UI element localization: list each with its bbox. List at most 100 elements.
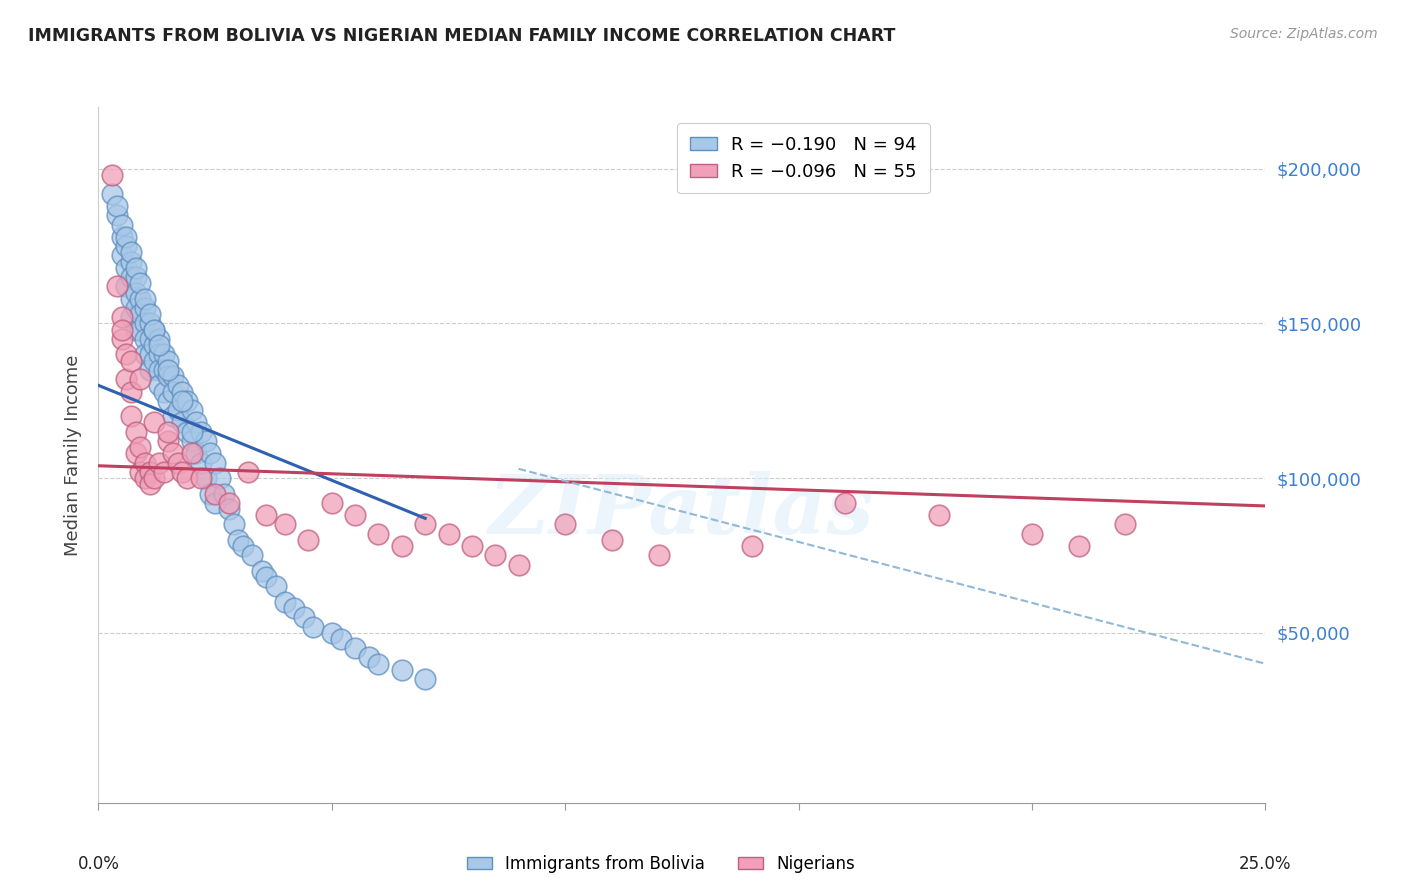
Point — [157, 393, 180, 408]
Point — [139, 347, 162, 361]
Point — [330, 632, 353, 646]
Point — [186, 446, 208, 460]
Point — [194, 471, 217, 485]
Point — [129, 277, 152, 291]
Point — [120, 254, 142, 268]
Point — [134, 292, 156, 306]
Point — [115, 347, 138, 361]
Point — [129, 323, 152, 337]
Point — [274, 595, 297, 609]
Text: IMMIGRANTS FROM BOLIVIA VS NIGERIAN MEDIAN FAMILY INCOME CORRELATION CHART: IMMIGRANTS FROM BOLIVIA VS NIGERIAN MEDI… — [28, 27, 896, 45]
Point — [176, 471, 198, 485]
Text: Source: ZipAtlas.com: Source: ZipAtlas.com — [1230, 27, 1378, 41]
Point — [105, 199, 128, 213]
Point — [1067, 539, 1090, 553]
Point — [437, 526, 460, 541]
Point — [157, 363, 180, 377]
Point — [162, 409, 184, 424]
Point — [508, 558, 530, 572]
Point — [129, 440, 152, 454]
Point — [367, 657, 389, 671]
Point — [232, 539, 254, 553]
Point — [297, 533, 319, 547]
Point — [111, 218, 134, 232]
Point — [367, 526, 389, 541]
Point — [115, 230, 138, 244]
Point — [1114, 517, 1136, 532]
Point — [105, 279, 128, 293]
Legend: Immigrants from Bolivia, Nigerians: Immigrants from Bolivia, Nigerians — [460, 848, 862, 880]
Point — [274, 517, 297, 532]
Point — [134, 471, 156, 485]
Point — [166, 403, 188, 417]
Point — [180, 425, 202, 439]
Point — [172, 465, 194, 479]
Point — [152, 465, 174, 479]
Point — [321, 496, 343, 510]
Point — [208, 471, 231, 485]
Point — [157, 425, 180, 439]
Point — [120, 270, 142, 285]
Point — [157, 369, 180, 384]
Point — [162, 384, 184, 399]
Point — [200, 446, 222, 460]
Point — [214, 486, 236, 500]
Point — [139, 307, 162, 321]
Point — [834, 496, 856, 510]
Point — [172, 384, 194, 399]
Point — [236, 465, 259, 479]
Point — [148, 363, 170, 377]
Point — [120, 310, 142, 325]
Point — [139, 363, 162, 377]
Point — [152, 363, 174, 377]
Point — [148, 338, 170, 352]
Point — [120, 353, 142, 368]
Point — [111, 323, 134, 337]
Point — [204, 486, 226, 500]
Text: 0.0%: 0.0% — [77, 855, 120, 873]
Point — [152, 384, 174, 399]
Point — [148, 332, 170, 346]
Point — [166, 456, 188, 470]
Point — [176, 425, 198, 439]
Point — [134, 317, 156, 331]
Point — [139, 317, 162, 331]
Point — [143, 471, 166, 485]
Point — [134, 332, 156, 346]
Point — [157, 353, 180, 368]
Text: 25.0%: 25.0% — [1239, 855, 1292, 873]
Point — [143, 338, 166, 352]
Point — [344, 641, 367, 656]
Point — [647, 549, 669, 563]
Point — [125, 285, 148, 300]
Point — [600, 533, 623, 547]
Point — [148, 456, 170, 470]
Point — [359, 650, 381, 665]
Point — [134, 456, 156, 470]
Point — [125, 323, 148, 337]
Point — [391, 663, 413, 677]
Point — [190, 456, 212, 470]
Point — [190, 471, 212, 485]
Point — [194, 434, 217, 448]
Point — [172, 416, 194, 430]
Point — [200, 486, 222, 500]
Point — [166, 378, 188, 392]
Point — [152, 347, 174, 361]
Point — [180, 446, 202, 460]
Point — [292, 610, 315, 624]
Point — [111, 310, 134, 325]
Point — [222, 517, 245, 532]
Point — [125, 270, 148, 285]
Point — [139, 465, 162, 479]
Point — [101, 186, 124, 201]
Point — [218, 502, 240, 516]
Point — [162, 446, 184, 460]
Point — [129, 292, 152, 306]
Point — [190, 425, 212, 439]
Point — [120, 245, 142, 260]
Point — [162, 369, 184, 384]
Point — [157, 434, 180, 448]
Point — [143, 323, 166, 337]
Point — [321, 625, 343, 640]
